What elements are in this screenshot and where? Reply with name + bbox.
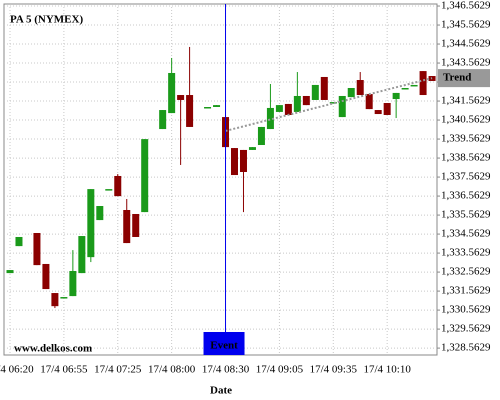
- candle-body: [213, 105, 221, 108]
- watermark: www.delkos.com: [14, 343, 92, 355]
- y-tick-label: 1,331.5629: [441, 285, 491, 297]
- y-tick-label: 1,346.5629: [441, 0, 491, 12]
- candle-body: [177, 95, 185, 100]
- trend-line: [225, 77, 433, 132]
- candle-body: [419, 71, 427, 96]
- candle-body: [311, 84, 319, 100]
- candle-body: [15, 236, 23, 247]
- candle-body: [42, 263, 50, 290]
- candle-body: [51, 293, 59, 307]
- candle-body: [114, 175, 122, 197]
- y-tick-label: 1,337.5629: [441, 171, 491, 183]
- plot-frame: [3, 3, 438, 356]
- candle-body: [239, 149, 247, 172]
- candle-body: [60, 297, 68, 299]
- candle-body: [123, 210, 131, 244]
- x-tick-label: 17/4 08:30: [202, 364, 250, 376]
- event-label-box: [203, 332, 245, 355]
- candle-body: [302, 95, 310, 106]
- candle-body: [275, 105, 283, 112]
- y-tick-label: 1,328.5629: [441, 342, 491, 354]
- candle-body: [159, 110, 167, 130]
- candle-body: [347, 87, 355, 98]
- chart-title: PA 5 (NYMEX): [10, 14, 83, 26]
- candle-body: [141, 139, 149, 213]
- candle-body: [96, 206, 104, 221]
- y-tick-label: 1,329.5629: [441, 323, 491, 335]
- y-tick-label: 1,339.5629: [441, 133, 491, 145]
- x-tick-label: 17/4 06:20: [0, 364, 34, 376]
- y-tick-label: 1,330.5629: [441, 304, 491, 316]
- marks: [4, 4, 437, 355]
- y-tick-label: 1,335.5629: [441, 209, 491, 221]
- candle-body: [356, 80, 364, 96]
- trend-label: Trend: [443, 72, 471, 84]
- candle-body: [231, 148, 238, 176]
- candle-body: [6, 270, 14, 274]
- x-axis-label: Date: [210, 385, 232, 397]
- y-tick-label: 1,333.5629: [441, 247, 491, 259]
- candle-body: [257, 126, 265, 146]
- candle-body: [33, 232, 41, 266]
- x-tick-label: 17/4 09:05: [256, 364, 304, 376]
- candle-body: [168, 72, 176, 114]
- candle-body: [284, 103, 292, 115]
- candle-body: [365, 94, 373, 110]
- x-tick-label: 17/4 09:35: [310, 364, 358, 376]
- candle-body: [87, 189, 95, 258]
- x-tick-label: 17/4 08:00: [148, 364, 196, 376]
- y-tick-label: 1,341.5629: [441, 95, 491, 107]
- candle-body: [293, 95, 301, 112]
- y-tick-label: 1,344.5629: [441, 38, 491, 50]
- x-tick-label: 17/4 06:55: [40, 364, 88, 376]
- y-tick-label: 1,343.5629: [441, 57, 491, 69]
- y-tick-label: 1,336.5629: [441, 190, 491, 202]
- trend-label-box: [438, 69, 490, 88]
- y-tick-label: 1,340.5629: [441, 114, 491, 126]
- y-tick-label: 1,332.5629: [441, 266, 491, 278]
- candle-body: [132, 213, 140, 237]
- candle-body: [338, 95, 346, 118]
- candle-body: [69, 271, 77, 297]
- candle-body: [410, 84, 418, 87]
- x-tick-label: 17/4 07:25: [94, 364, 142, 376]
- candle-body: [329, 102, 337, 104]
- candle-body: [374, 110, 382, 115]
- candle-body: [266, 107, 274, 130]
- event-label: Event: [210, 340, 238, 352]
- candle-body: [401, 87, 409, 90]
- y-tick-label: 1,334.5629: [441, 228, 491, 240]
- y-tick-label: 1,338.5629: [441, 152, 491, 164]
- x-tick-label: 17/4 10:10: [363, 364, 411, 376]
- candle-body: [383, 103, 391, 115]
- candle-body: [320, 76, 328, 100]
- candle-body: [186, 95, 194, 127]
- candle-body: [105, 189, 113, 191]
- candle-body: [392, 92, 400, 100]
- y-tick-label: 1,345.5629: [441, 19, 491, 31]
- candle-body: [78, 236, 86, 274]
- candle-body: [204, 107, 212, 109]
- candle-body: [248, 147, 256, 150]
